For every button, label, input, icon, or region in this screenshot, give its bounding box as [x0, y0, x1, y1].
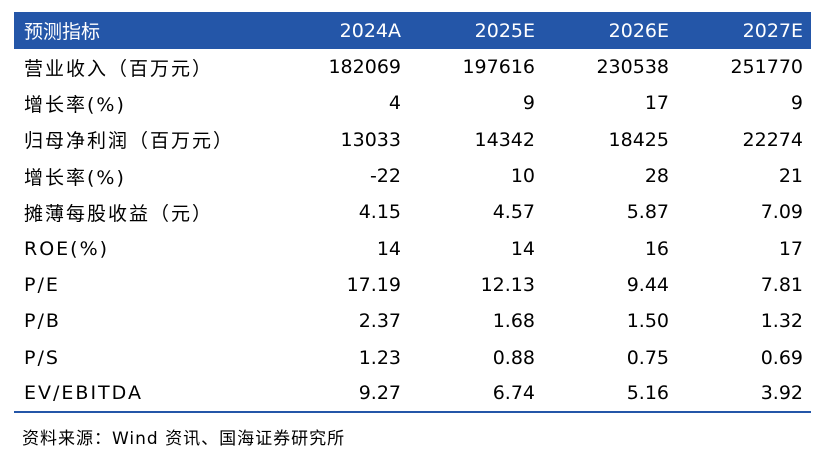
table-cell: 1.23: [358, 346, 401, 369]
table-cell: 7.81: [760, 273, 803, 296]
header-year-cell: 2024A: [339, 19, 401, 42]
table-cell: 12.13: [480, 273, 535, 296]
header-year-cell: 2027E: [742, 19, 803, 42]
table-row: P/B 2.37 1.68 1.50 1.32: [14, 303, 811, 339]
table-cell: 22274: [742, 128, 803, 151]
table-cell: 7.09: [760, 201, 803, 224]
table-cell: 1.32: [760, 310, 803, 333]
table-cell: 14: [376, 237, 401, 260]
row-label: 营业收入（百万元）: [24, 57, 214, 80]
table-cell: 251770: [730, 56, 803, 79]
table-row: 归母净利润（百万元） 13033 14342 18425 22274: [14, 122, 811, 158]
table-cell: 1.50: [626, 310, 669, 333]
row-label: P/B: [24, 310, 61, 333]
table-cell: 3.92: [677, 375, 811, 413]
row-label: EV/EBITDA: [14, 375, 275, 413]
table-cell: 4.15: [358, 201, 401, 224]
row-label: 增长率(%): [24, 93, 126, 116]
table-cell: 5.87: [626, 201, 669, 224]
table-cell: 6.74: [409, 375, 543, 413]
table-cell: 9: [522, 92, 535, 115]
table-cell: 0.69: [760, 346, 803, 369]
table-row: 摊薄每股收益（元） 4.15 4.57 5.87 7.09: [14, 194, 811, 230]
forecast-table: 预测指标 2024A 2025E 2026E 2027E 营业收入（百万元） 1…: [14, 12, 811, 413]
header-label-cell: 预测指标: [24, 21, 101, 43]
table-cell: 4: [388, 92, 401, 115]
forecast-table-container: 预测指标 2024A 2025E 2026E 2027E 营业收入（百万元） 1…: [14, 12, 811, 413]
table-cell: 182069: [328, 56, 401, 79]
table-cell: 21: [778, 165, 803, 188]
table-cell: 14: [510, 237, 535, 260]
row-label: 增长率(%): [24, 166, 126, 189]
row-label: P/S: [24, 346, 60, 369]
table-cell: -22: [369, 165, 401, 188]
table-cell: 230538: [596, 56, 669, 79]
table-cell: 0.75: [626, 346, 669, 369]
table-cell: 16: [644, 237, 669, 260]
table-row: 增长率(%) -22 10 28 21: [14, 158, 811, 194]
table-cell: 18425: [608, 128, 669, 151]
table-cell: 17: [644, 92, 669, 115]
table-cell: 9: [790, 92, 803, 115]
table-cell: 5.16: [543, 375, 677, 413]
table-cell: 197616: [462, 56, 535, 79]
table-row: ROE(%) 14 14 16 17: [14, 230, 811, 266]
table-cell: 17: [778, 237, 803, 260]
source-note: 资料来源：Wind 资讯、国海证券研究所: [22, 429, 346, 449]
table-row: P/E 17.19 12.13 9.44 7.81: [14, 267, 811, 303]
table-cell: 28: [644, 165, 669, 188]
row-label: P/E: [24, 273, 60, 296]
table-row: 营业收入（百万元） 182069 197616 230538 251770: [14, 49, 811, 85]
table-cell: 0.88: [492, 346, 535, 369]
header-year-cell: 2026E: [608, 19, 669, 42]
table-header: 预测指标 2024A 2025E 2026E 2027E: [14, 12, 811, 49]
table-row: EV/EBITDA 9.27 6.74 5.16 3.92: [14, 375, 811, 413]
table-body: 营业收入（百万元） 182069 197616 230538 251770 增长…: [14, 49, 811, 413]
header-row: 预测指标 2024A 2025E 2026E 2027E: [14, 12, 811, 49]
row-label: 摊薄每股收益（元）: [24, 202, 214, 225]
table-row: 增长率(%) 4 9 17 9: [14, 85, 811, 121]
table-cell: 14342: [474, 128, 535, 151]
row-label: ROE(%): [24, 237, 110, 260]
table-cell: 2.37: [358, 310, 401, 333]
table-row: P/S 1.23 0.88 0.75 0.69: [14, 339, 811, 375]
table-cell: 1.68: [492, 310, 535, 333]
table-cell: 4.57: [492, 201, 535, 224]
table-cell: 9.27: [275, 375, 409, 413]
header-year-cell: 2025E: [474, 19, 535, 42]
row-label: 归母净利润（百万元）: [24, 130, 235, 153]
table-cell: 17.19: [346, 273, 401, 296]
table-cell: 10: [510, 165, 535, 188]
table-cell: 9.44: [626, 273, 669, 296]
table-cell: 13033: [340, 128, 401, 151]
